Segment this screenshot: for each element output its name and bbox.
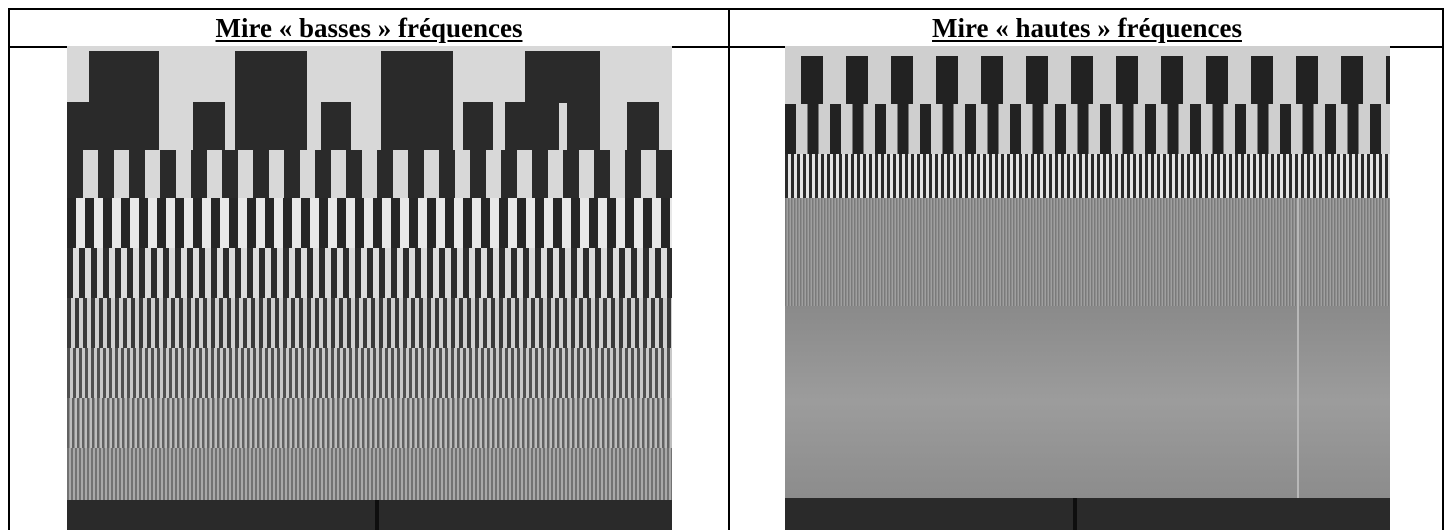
row3-bar [377,150,393,198]
top-block [89,51,159,103]
bottom-dark-band [67,500,672,530]
row3-bar [439,150,455,198]
bottom-tick [1073,498,1077,530]
row3-bar [191,150,207,198]
band-3 [67,298,672,348]
top-bar [846,56,868,104]
row3-bar [346,150,362,198]
header-row-divider [10,46,1442,48]
row2-bar [1190,104,1201,154]
row2-bar [1055,104,1066,154]
row2-bar [1347,104,1359,154]
row2-block [89,102,159,150]
band-1 [67,198,672,248]
row2-bar [1122,104,1134,154]
row2-bar [875,104,886,154]
row3-bar [315,150,331,198]
comparison-table: Mire « basses » fréquences Mire « hautes… [8,8,1444,530]
header-high-frequency-chart: Mire « hautes » fréquences [932,12,1242,43]
band-uniform [785,306,1390,498]
row2-bar [830,104,841,154]
row3-bar [625,150,641,198]
high-frequency-test-pattern-photo [785,46,1390,530]
row2-block [381,102,453,150]
header-low-frequency-chart: Mire « basses » fréquences [215,12,523,43]
top-block [525,51,600,103]
row2-bar [1257,104,1269,154]
top-bar [1026,56,1048,104]
row3-bar [284,150,300,198]
top-bar [981,56,1003,104]
row2-bar [807,104,819,154]
row2-bar [1302,104,1314,154]
row2-bar [785,104,796,154]
row3-bar [563,150,579,198]
row3-bar [98,150,114,198]
bottom-tick [375,500,379,530]
top-bar [1341,56,1363,104]
row2-block [193,102,225,150]
row2-bar [920,104,931,154]
row2-block [235,102,307,150]
row2-block [525,102,559,150]
row3-bar [532,150,548,198]
row2-block [505,102,525,150]
row2-bar [1032,104,1044,154]
column-divider [728,10,730,530]
row3-bar [253,150,269,198]
band-6 [67,448,672,500]
row3-bar [501,150,517,198]
band-5 [67,398,672,448]
row2-bar [987,104,999,154]
row2-block [67,102,89,150]
row3-bar [470,150,486,198]
top-bar [1071,56,1093,104]
row2-bar [1212,104,1224,154]
row3-bar [160,150,176,198]
row3-bar [129,150,145,198]
row3-bar [222,150,238,198]
row2-bar [965,104,976,154]
row2-block [321,102,351,150]
row2-block [627,102,659,150]
row3-bar [67,150,83,198]
row2-block [463,102,493,150]
row2-bar [1235,104,1246,154]
row2-bar [852,104,864,154]
top-bar [1251,56,1273,104]
top-bar [801,56,823,104]
row2-bar [1100,104,1111,154]
row2-bar [1010,104,1021,154]
top-bar [1386,56,1390,104]
row3-bar [594,150,610,198]
band-4 [67,348,672,398]
top-bar [936,56,958,104]
row3-bar [408,150,424,198]
band-2 [67,248,672,298]
top-block [381,51,453,103]
row3-bar [656,150,672,198]
top-bar [1206,56,1228,104]
row2-bar [897,104,909,154]
row2-bar [1077,104,1089,154]
low-frequency-test-pattern-photo [67,46,672,530]
top-block [235,51,307,103]
row2-block [567,102,600,150]
row2-bar [942,104,954,154]
top-bar [1296,56,1318,104]
top-bar [1161,56,1183,104]
row2-bar [1167,104,1179,154]
band-1 [785,154,1390,198]
row2-bar [1325,104,1336,154]
row2-bar [1280,104,1291,154]
top-bar [891,56,913,104]
bottom-dark-band [785,498,1390,530]
row2-bar [1370,104,1381,154]
vertical-line-artifact [1297,198,1299,498]
row2-bar [1145,104,1156,154]
top-bar [1116,56,1138,104]
